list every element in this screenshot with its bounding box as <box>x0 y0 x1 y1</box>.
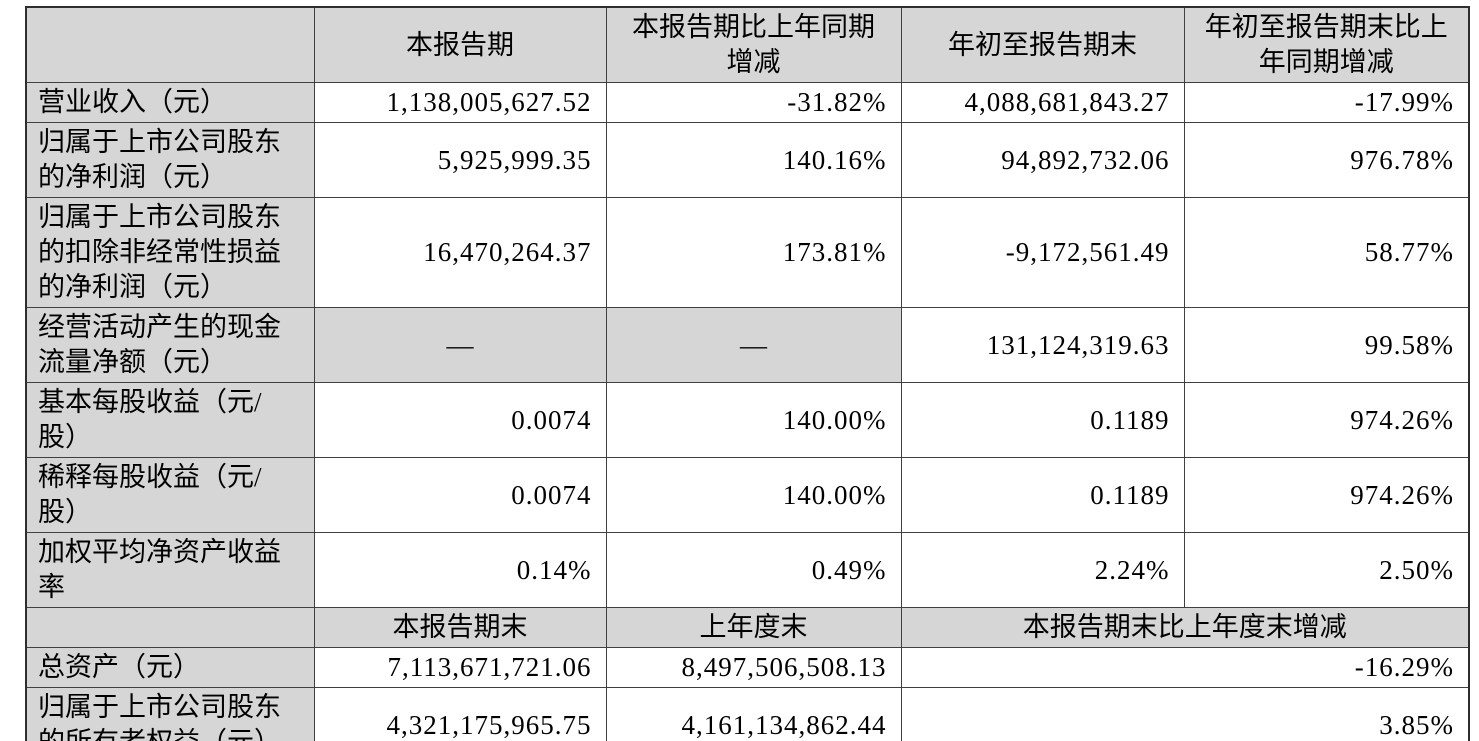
row-label-revenue: 营业收入（元） <box>25 82 315 123</box>
row-label-diluted-eps: 稀释每股收益（元/ 股） <box>25 457 315 533</box>
basic-eps-current-period: 0.0074 <box>313 382 607 458</box>
shareholders-equity-change: 3.85% <box>900 687 1470 741</box>
operating-cash-flow-yoy-dash: — <box>605 307 902 383</box>
net-profit-current-period: 5,925,999.35 <box>313 122 607 198</box>
weighted-avg-roe-current-period: 0.14% <box>313 532 607 608</box>
net-profit-yoy-change: 140.16% <box>605 122 902 198</box>
shareholders-equity-end-of-period: 4,321,175,965.75 <box>313 687 607 741</box>
revenue-year-to-date: 4,088,681,843.27 <box>900 82 1185 123</box>
row-label-basic-eps: 基本每股收益（元/ 股） <box>25 382 315 458</box>
weighted-avg-roe-ytd-yoy-change: 2.50% <box>1183 532 1470 608</box>
header-row-balance: 本报告期末 上年度末 本报告期末比上年度末增减 <box>25 607 1470 648</box>
weighted-avg-roe-yoy-change: 0.49% <box>605 532 902 608</box>
row-label-net-profit-excl-nonrecurring: 归属于上市公司股东 的扣除非经常性损益 的净利润（元） <box>25 197 315 308</box>
header-period-vs-prior-year: 本报告期末比上年度末增减 <box>900 607 1470 648</box>
diluted-eps-year-to-date: 0.1189 <box>900 457 1185 533</box>
table-row-basic-eps: 基本每股收益（元/ 股） 0.0074 140.00% 0.1189 974.2… <box>25 382 1470 458</box>
net-profit-excl-current-period: 16,470,264.37 <box>313 197 607 308</box>
net-profit-year-to-date: 94,892,732.06 <box>900 122 1185 198</box>
basic-eps-year-to-date: 0.1189 <box>900 382 1185 458</box>
row-label-weighted-avg-roe: 加权平均净资产收益 率 <box>25 532 315 608</box>
revenue-current-period: 1,138,005,627.52 <box>313 82 607 123</box>
header-year-to-date-yoy: 年初至报告期末比上 年同期增减 <box>1183 6 1470 83</box>
table-row-total-assets: 总资产（元） 7,113,671,721.06 8,497,506,508.13… <box>25 647 1470 688</box>
header2-corner-cell <box>25 607 315 648</box>
table-row-revenue: 营业收入（元） 1,138,005,627.52 -31.82% 4,088,6… <box>25 82 1470 123</box>
operating-cash-flow-current-period-dash: — <box>313 307 607 383</box>
header-current-period: 本报告期 <box>313 6 607 83</box>
header-year-to-date: 年初至报告期末 <box>900 6 1185 83</box>
diluted-eps-yoy-change: 140.00% <box>605 457 902 533</box>
diluted-eps-ytd-yoy-change: 974.26% <box>1183 457 1470 533</box>
net-profit-excl-yoy-change: 173.81% <box>605 197 902 308</box>
row-label-total-assets: 总资产（元） <box>25 647 315 688</box>
table-row-net-profit: 归属于上市公司股东 的净利润（元） 5,925,999.35 140.16% 9… <box>25 122 1470 198</box>
header-end-of-prior-year: 上年度末 <box>605 607 902 648</box>
table-row-diluted-eps: 稀释每股收益（元/ 股） 0.0074 140.00% 0.1189 974.2… <box>25 457 1470 533</box>
revenue-ytd-yoy-change: -17.99% <box>1183 82 1470 123</box>
table-row-net-profit-excl-nonrecurring: 归属于上市公司股东 的扣除非经常性损益 的净利润（元） 16,470,264.3… <box>25 197 1470 308</box>
row-label-net-profit: 归属于上市公司股东 的净利润（元） <box>25 122 315 198</box>
operating-cash-flow-year-to-date: 131,124,319.63 <box>900 307 1185 383</box>
net-profit-excl-ytd-yoy-change: 58.77% <box>1183 197 1470 308</box>
shareholders-equity-end-of-prior-year: 4,161,134,862.44 <box>605 687 902 741</box>
header-corner-cell <box>25 6 315 83</box>
table-row-shareholders-equity: 归属于上市公司股东 的所有者权益（元） 4,321,175,965.75 4,1… <box>25 687 1470 741</box>
net-profit-excl-year-to-date: -9,172,561.49 <box>900 197 1185 308</box>
total-assets-end-of-prior-year: 8,497,506,508.13 <box>605 647 902 688</box>
header-row-income: 本报告期 本报告期比上年同期 增减 年初至报告期末 年初至报告期末比上 年同期增… <box>25 6 1470 83</box>
revenue-yoy-change: -31.82% <box>605 82 902 123</box>
row-label-shareholders-equity: 归属于上市公司股东 的所有者权益（元） <box>25 687 315 741</box>
table-row-operating-cash-flow: 经营活动产生的现金 流量净额（元） — — 131,124,319.63 99.… <box>25 307 1470 383</box>
net-profit-ytd-yoy-change: 976.78% <box>1183 122 1470 198</box>
basic-eps-ytd-yoy-change: 974.26% <box>1183 382 1470 458</box>
basic-eps-yoy-change: 140.00% <box>605 382 902 458</box>
table-row-weighted-avg-roe: 加权平均净资产收益 率 0.14% 0.49% 2.24% 2.50% <box>25 532 1470 608</box>
weighted-avg-roe-year-to-date: 2.24% <box>900 532 1185 608</box>
row-label-operating-cash-flow: 经营活动产生的现金 流量净额（元） <box>25 307 315 383</box>
header-end-of-period: 本报告期末 <box>313 607 607 648</box>
financial-summary-table: 本报告期 本报告期比上年同期 增减 年初至报告期末 年初至报告期末比上 年同期增… <box>25 6 1470 741</box>
header-current-period-yoy: 本报告期比上年同期 增减 <box>605 6 902 83</box>
operating-cash-flow-ytd-yoy-change: 99.58% <box>1183 307 1470 383</box>
diluted-eps-current-period: 0.0074 <box>313 457 607 533</box>
total-assets-change: -16.29% <box>900 647 1470 688</box>
total-assets-end-of-period: 7,113,671,721.06 <box>313 647 607 688</box>
